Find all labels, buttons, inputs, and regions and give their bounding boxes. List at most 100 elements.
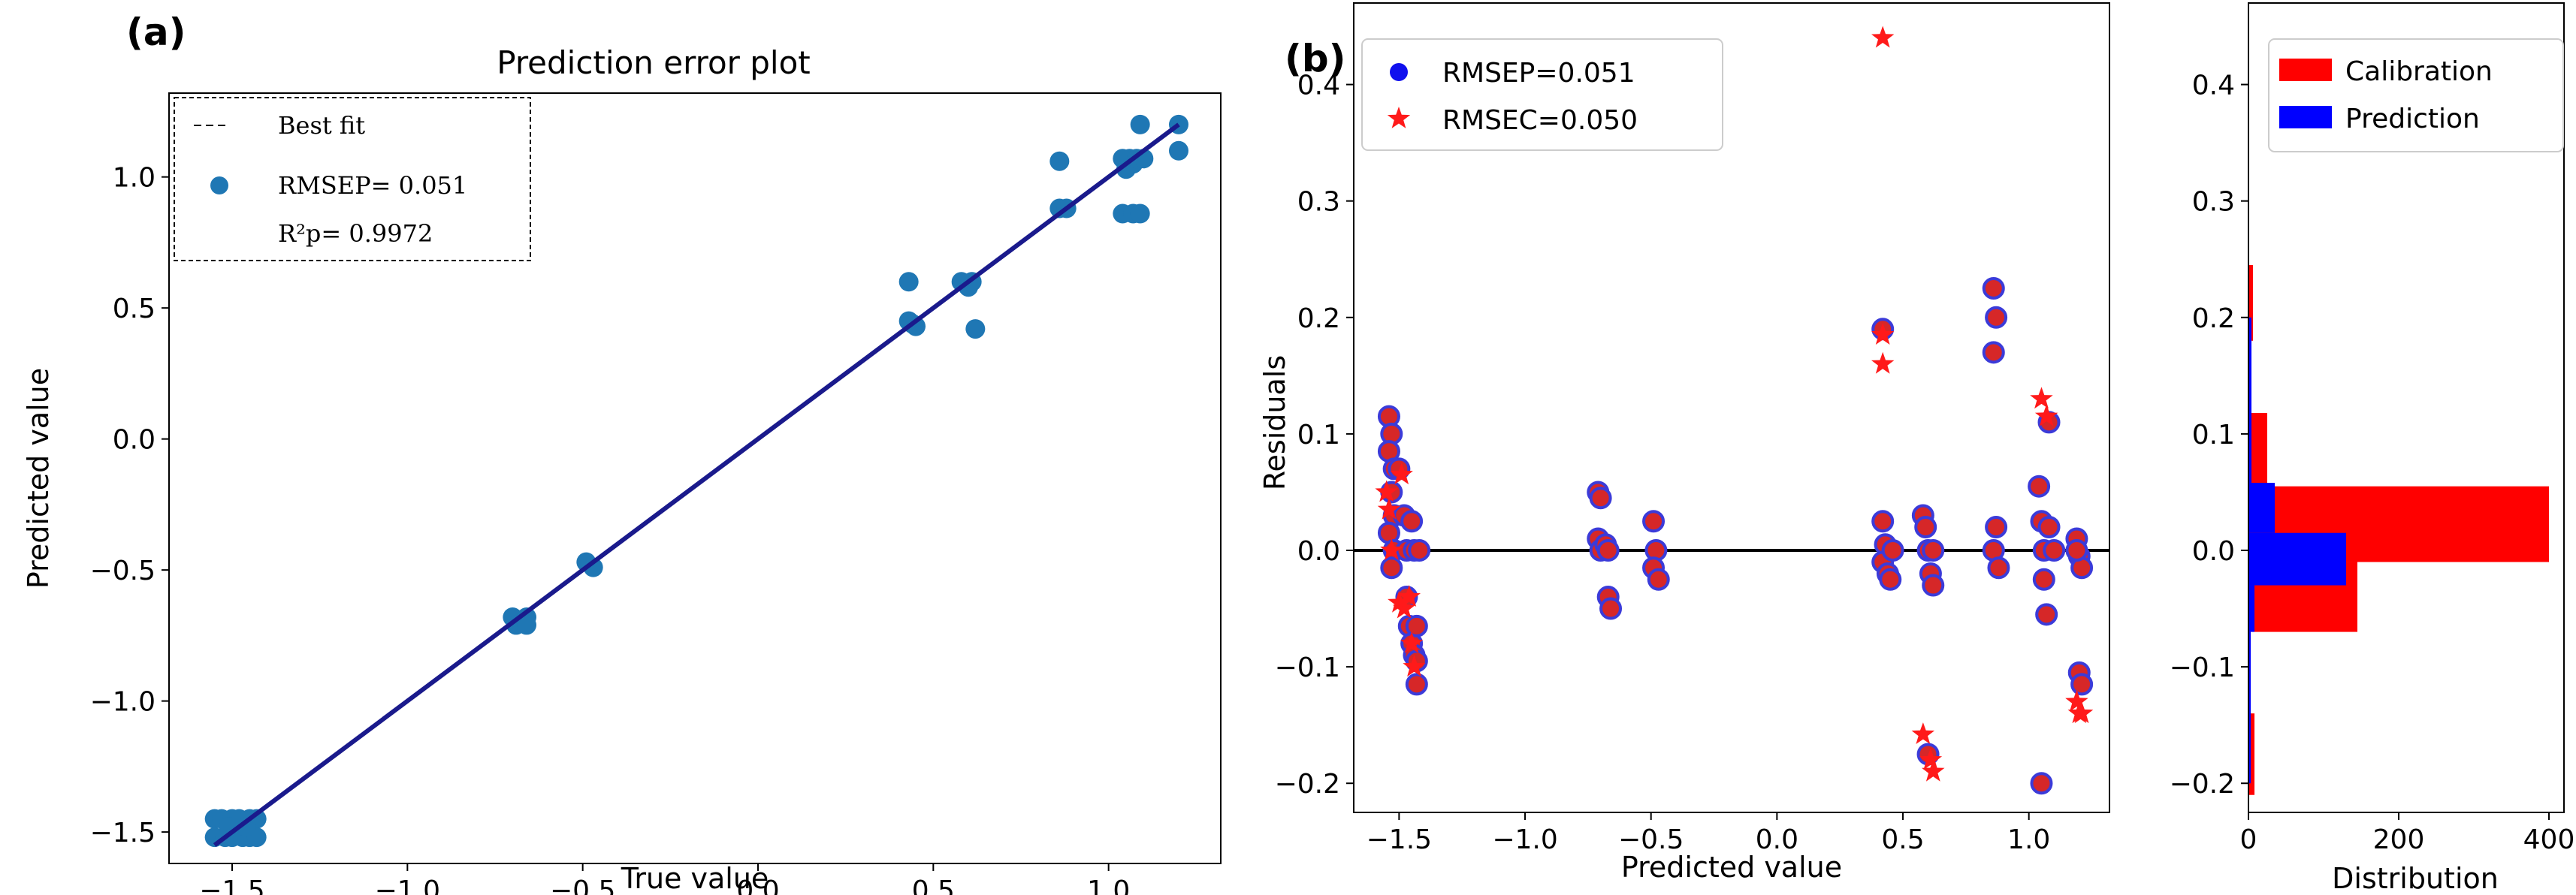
chart-c-prediction-bar <box>2248 483 2275 533</box>
chart-b-ticks: −1.5 −1.0 −0.5 0.0 0.5 1.0 −0.2 −0.1 0.0 0.1 0.2 0.… <box>1275 71 2051 855</box>
chart-b-calibration-point <box>1871 351 1895 374</box>
chart-a-ytick-label: 0.0 <box>113 425 156 456</box>
panel-b-label: (b) <box>1285 37 1346 80</box>
legend-rmsec-marker <box>1387 107 1411 128</box>
chart-b-calibration-point <box>1397 585 1421 607</box>
chart-b-calibration-point <box>2034 404 2058 426</box>
chart-c-ytick-label: 0.4 <box>2192 71 2235 101</box>
legend-r2-label: R²p= 0.9972 <box>278 219 433 248</box>
chart-c-frame <box>2248 2 2565 813</box>
chart-c-calibration-bar <box>2248 264 2253 341</box>
chart-b-prediction-point <box>1922 539 1945 562</box>
chart-a-ylabel: Predicted value <box>22 368 55 589</box>
chart-c-xtick-label: 200 <box>2373 824 2425 855</box>
chart-b-calibration-point <box>1922 759 1945 782</box>
chart-c-xlabel: Distribution <box>2332 862 2499 895</box>
chart-a-legend-frame <box>174 97 531 261</box>
chart-b-legend-frame <box>1361 38 1723 151</box>
chart-b-ytick-label: 0.3 <box>1297 187 1340 218</box>
chart-b-prediction-point <box>2028 475 2051 498</box>
chart-a-point <box>1130 114 1150 134</box>
chart-c-prediction-bar <box>2248 631 2251 784</box>
chart-c-prediction-bar <box>2248 532 2346 586</box>
chart-b-ytick-label: −0.2 <box>1275 769 1340 800</box>
chart-b-prediction-point <box>1987 556 2010 580</box>
chart-a-point <box>583 557 603 577</box>
chart-b-prediction-point <box>1879 568 1902 591</box>
chart-b-ylabel: Residuals <box>1258 355 1291 490</box>
chart-b-calibration-point <box>1871 323 1895 345</box>
chart-b-prediction-point <box>2065 539 2088 562</box>
chart-b-prediction-point <box>1599 597 1623 620</box>
legend-best-fit-label: Best fit <box>278 111 365 140</box>
chart-a-xtick-label: −1.0 <box>375 875 440 895</box>
chart-a-point <box>517 615 536 635</box>
chart-c-calibration-bar <box>2248 412 2267 487</box>
chart-c-xtick-label: 400 <box>2523 824 2575 855</box>
legend-prediction-swatch <box>2279 106 2332 128</box>
panel-a-label: (a) <box>126 11 186 54</box>
chart-c-ticks: 0 200 400 −0.2 −0.1 0.0 0.1 0.2 0.3 0.4 <box>2170 71 2575 855</box>
chart-b-ytick-label: 0.0 <box>1297 536 1340 567</box>
chart-b-prediction-point <box>2070 673 2094 696</box>
chart-a-xtick-label: −0.5 <box>550 875 615 895</box>
chart-b-prediction-point <box>2032 568 2055 591</box>
chart-a-point <box>1169 140 1188 161</box>
legend-rmsec-label: RMSEC=0.050 <box>1442 105 1638 136</box>
chart-a-ytick-label: 0.5 <box>113 294 156 324</box>
chart-a-xtick-label: 0.0 <box>736 875 779 895</box>
chart-a-ytick-label: 1.0 <box>113 163 156 194</box>
chart-b-calibration-point <box>2030 387 2053 409</box>
chart-a-ytick-label: −1.0 <box>90 687 156 718</box>
chart-b-ytick-label: 0.2 <box>1297 303 1340 334</box>
chart-b-calibration-point <box>1871 26 1895 48</box>
chart-b-prediction-point <box>1982 277 2005 300</box>
chart-b-calibration-point <box>1390 463 1413 485</box>
chart-b-calibration-point <box>2070 701 2094 724</box>
chart-a-ytick-label: −1.5 <box>90 818 156 848</box>
chart-b-calibration-point <box>1388 590 1411 613</box>
chart-b-ytick-label: −0.1 <box>1275 652 1340 683</box>
chart-b-prediction-point <box>1380 556 1403 580</box>
chart-a-point <box>965 319 986 339</box>
chart-b-xlabel: Predicted value <box>1621 851 1842 884</box>
chart-b-prediction-point <box>2030 772 2053 795</box>
chart-a-title: Prediction error plot <box>497 44 811 81</box>
chart-a-xtick-label: 0.5 <box>912 875 955 895</box>
chart-b-calibration-point <box>1919 748 1943 770</box>
chart-a-xtick-label: 1.0 <box>1087 875 1130 895</box>
chart-b-xtick-label: −1.5 <box>1367 824 1432 855</box>
chart-a-fit-line <box>213 122 1180 847</box>
chart-b-calibration-point <box>2065 689 2088 712</box>
chart-a-xtick-label: −1.5 <box>199 875 264 895</box>
chart-b-prediction-point <box>1405 614 1428 637</box>
chart-c-calibration-bar <box>2248 713 2254 795</box>
chart-b-legend: RMSEP=0.051 RMSEC=0.050 <box>1361 38 1723 151</box>
chart-b-prediction-point <box>1408 539 1431 562</box>
legend-calibration-swatch <box>2279 59 2332 81</box>
chart-c-ytick-label: −0.1 <box>2170 652 2235 683</box>
chart-b-prediction-point <box>1881 539 1904 562</box>
chart-b-prediction-point <box>1914 515 1937 538</box>
chart-b-prediction-point <box>1596 539 1620 562</box>
chart-c-ytick-label: −0.2 <box>2170 769 2235 800</box>
chart-c-prediction-bar <box>2248 317 2251 484</box>
chart-b-prediction-point <box>2035 603 2058 626</box>
chart-b-xtick-label: −0.5 <box>1618 824 1684 855</box>
legend-prediction-label: Prediction <box>2345 104 2480 134</box>
chart-a-legend: Best fit RMSEP= 0.051 R²p= 0.9972 <box>174 97 531 261</box>
legend-calibration-label: Calibration <box>2345 56 2493 87</box>
chart-c-xtick-label: 0 <box>2240 824 2257 855</box>
chart-a-ticks: −1.5 −1.0 −0.5 0.0 0.5 1.0 −1.5 −1.0 −0.5 0.0 0.5 1… <box>90 163 1131 895</box>
chart-b-prediction-point <box>1985 515 2008 538</box>
chart-b-prediction-point <box>1589 487 1612 510</box>
chart-b-prediction-point <box>2043 539 2066 562</box>
chart-c-ytick-label: 0.1 <box>2192 420 2235 451</box>
chart-a-point <box>1130 203 1150 224</box>
chart-b-points <box>1375 26 2094 795</box>
chart-b-prediction-point <box>1871 510 1895 533</box>
chart-a-point <box>898 272 919 292</box>
chart-c-ytick-label: 0.3 <box>2192 187 2235 218</box>
legend-rmsep-marker <box>210 176 228 194</box>
